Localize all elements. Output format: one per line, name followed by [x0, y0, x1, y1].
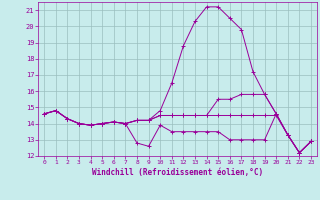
- X-axis label: Windchill (Refroidissement éolien,°C): Windchill (Refroidissement éolien,°C): [92, 168, 263, 177]
